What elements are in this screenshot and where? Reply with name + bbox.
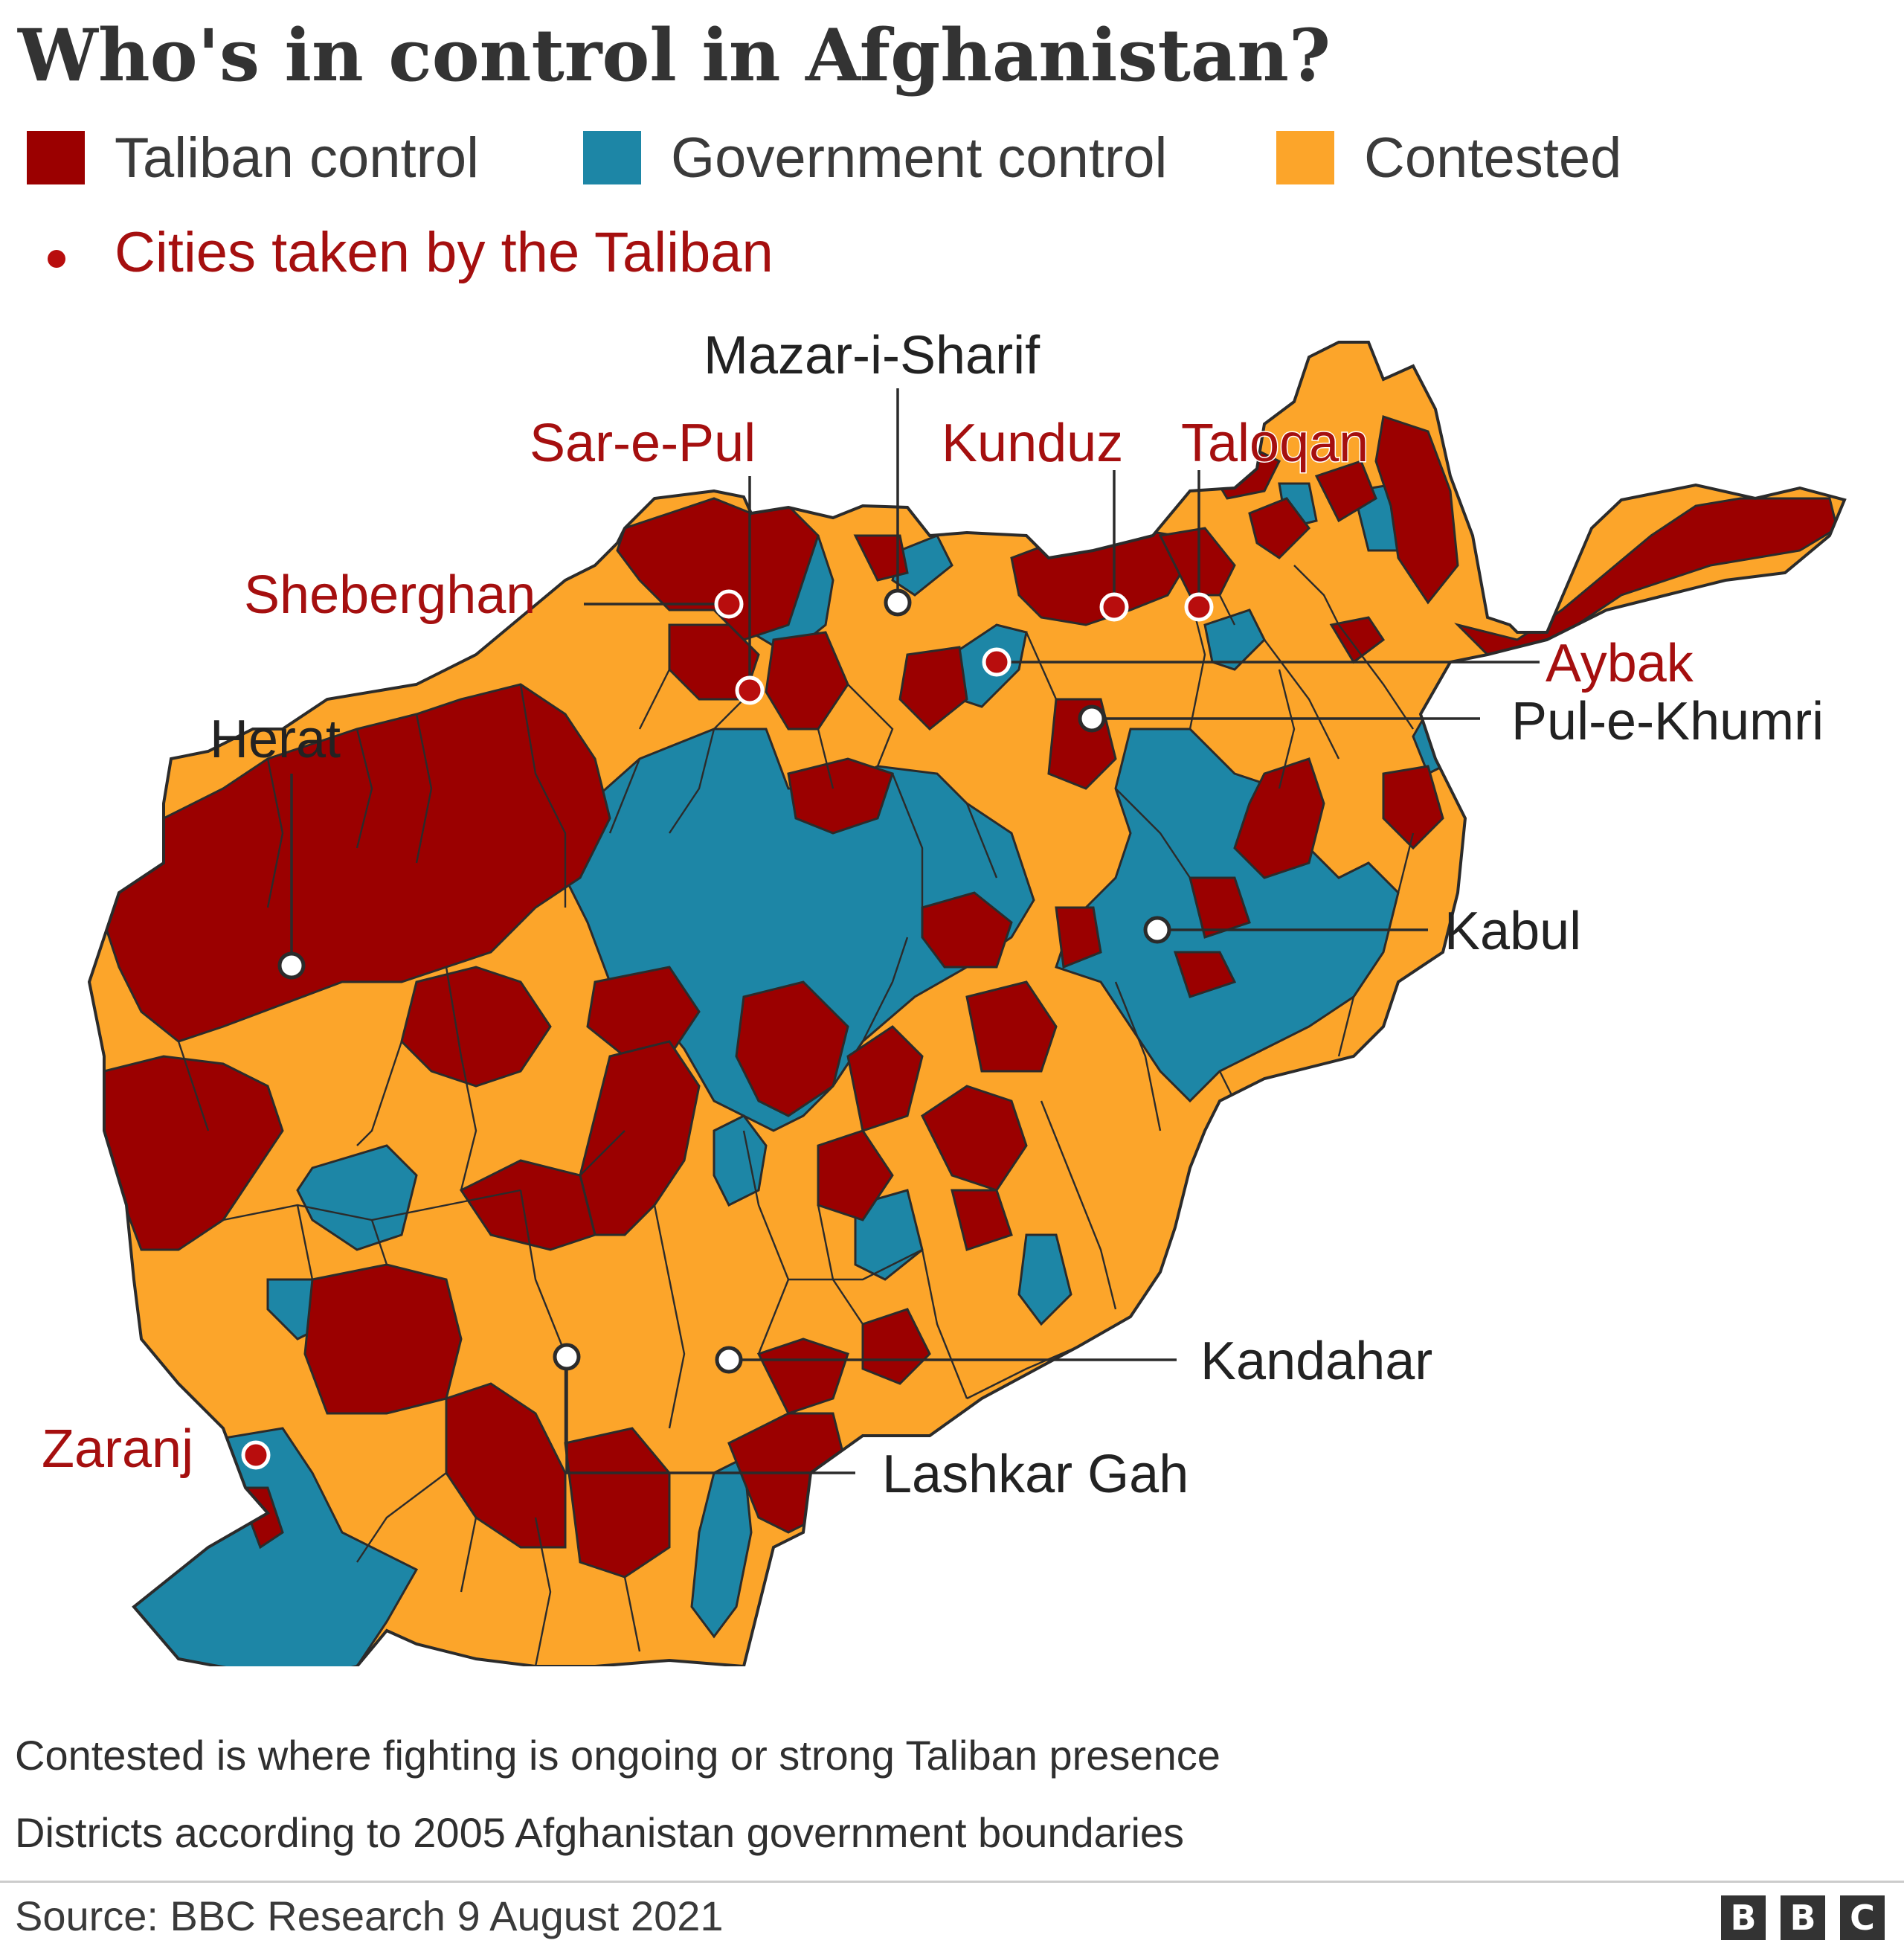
city-label-kabul: Kabul	[1444, 902, 1581, 961]
city-label-kandahar: Kandahar	[1200, 1332, 1432, 1391]
city-label-kunduz: Kunduz	[942, 414, 1123, 473]
legend: Taliban control Government control Conte…	[27, 125, 1812, 192]
legend-swatch-contested	[1276, 131, 1334, 184]
city-marker-herat	[277, 951, 306, 980]
city-marker-zaranj	[241, 1440, 271, 1470]
city-label-sar-e-pul: Sar-e-Pul	[530, 414, 756, 473]
legend-label-contested: Contested	[1364, 126, 1622, 190]
note-contested: Contested is where fighting is ongoing o…	[15, 1732, 1220, 1779]
cities-legend: Cities taken by the Taliban	[27, 216, 1068, 290]
legend-label-government: Government control	[671, 126, 1168, 190]
city-label-pul-e-khumri: Pul-e-Khumri	[1511, 692, 1824, 751]
city-marker-mazar-i-sharif	[884, 588, 912, 617]
city-marker-kandahar	[715, 1346, 743, 1374]
city-marker-sheberghan	[714, 589, 744, 619]
afghanistan-map: Mazar-i-Sharif Sar-e-Pul Kunduz Taloqan …	[42, 326, 1846, 1666]
city-marker-pul-e-khumri	[1078, 704, 1106, 733]
taliban-regions	[103, 415, 1839, 1579]
legend-swatch-taliban	[27, 131, 85, 184]
page-title: Who's in control in Afghanistan?	[18, 13, 1331, 97]
city-label-taloqan: Taloqan	[1181, 414, 1368, 473]
city-label-mazar-i-sharif: Mazar-i-Sharif	[704, 326, 1041, 385]
city-marker-sar-e-pul	[735, 675, 765, 705]
bbc-logo-letter: B	[1721, 1895, 1766, 1940]
city-label-zaranj: Zaranj	[42, 1419, 193, 1479]
city-markers	[241, 588, 1214, 1470]
map: Mazar-i-Sharif Sar-e-Pul Kunduz Taloqan …	[0, 312, 1904, 1666]
leader-lines	[290, 388, 1540, 1474]
city-marker-aybak	[982, 647, 1012, 677]
city-marker-taloqan	[1184, 592, 1214, 622]
notes: Contested is where fighting is ongoing o…	[15, 1717, 1220, 1872]
legend-label-taliban: Taliban control	[115, 126, 480, 190]
district-regions	[103, 415, 1839, 1666]
bbc-logo-letter: B	[1781, 1895, 1825, 1940]
city-label-aybak: Aybak	[1546, 634, 1694, 693]
bbc-logo-letter: C	[1840, 1895, 1885, 1940]
city-marker-kabul	[1143, 916, 1171, 944]
legend-swatch-government	[583, 131, 641, 184]
note-districts: Districts according to 2005 Afghanistan …	[15, 1809, 1185, 1856]
city-label-herat: Herat	[210, 710, 341, 769]
city-marker-kunduz	[1099, 592, 1129, 622]
taken-city-dot-icon	[48, 250, 65, 268]
city-label-sheberghan: Sheberghan	[244, 565, 536, 625]
city-labels: Mazar-i-Sharif Sar-e-Pul Kunduz Taloqan …	[42, 326, 1824, 1504]
footer-divider	[0, 1881, 1904, 1883]
source-credit: Source: BBC Research 9 August 2021	[15, 1892, 724, 1939]
city-marker-lashkar-gah	[553, 1343, 581, 1371]
city-label-lashkar-gah: Lashkar Gah	[882, 1445, 1189, 1504]
district-boundaries	[177, 565, 1415, 1666]
bbc-logo: B B C	[1721, 1895, 1885, 1940]
cities-legend-label: Cities taken by the Taliban	[115, 221, 774, 284]
